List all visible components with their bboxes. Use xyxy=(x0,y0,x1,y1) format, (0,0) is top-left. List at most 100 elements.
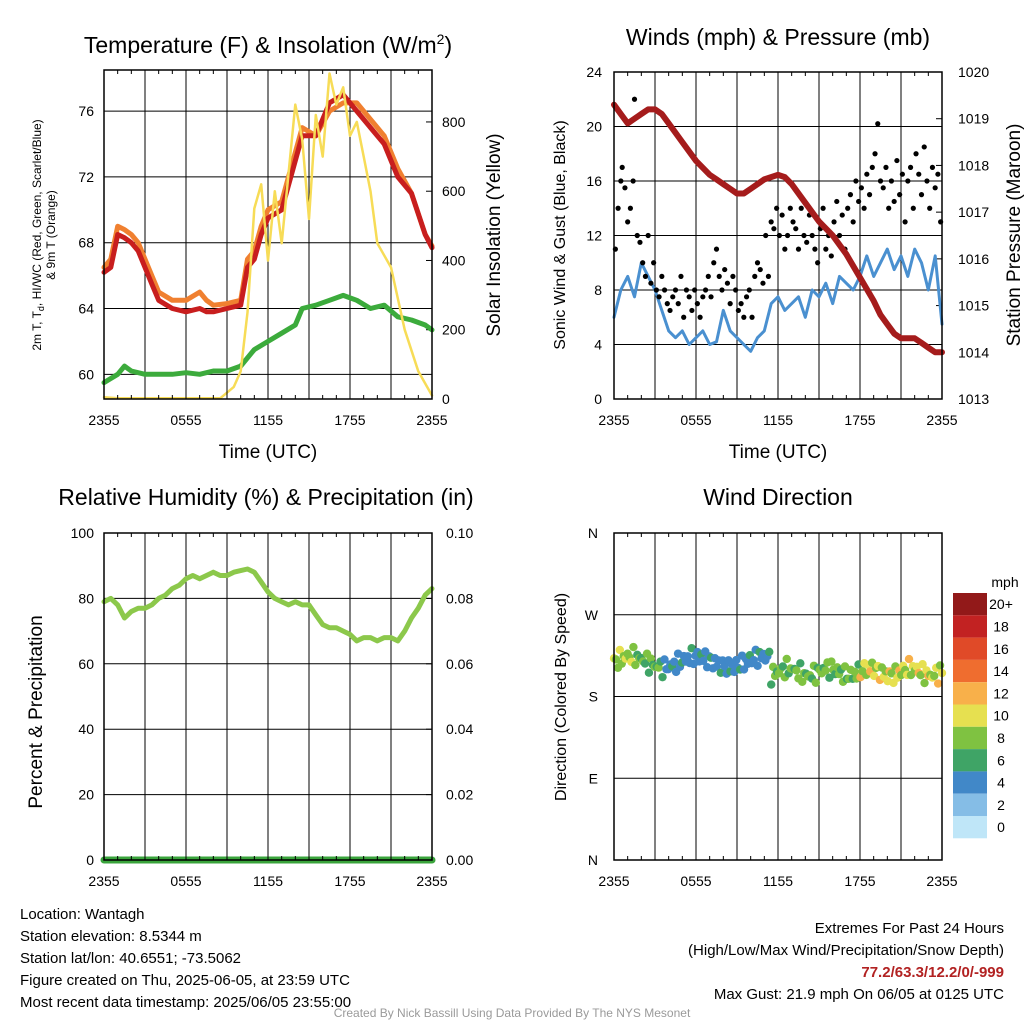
pressure-ytick-label: 1013 xyxy=(958,391,989,407)
direction-point xyxy=(683,652,692,661)
title-close: ) xyxy=(444,32,452,58)
rh-xtick-label: 1155 xyxy=(253,873,283,889)
gust-point xyxy=(804,239,810,245)
gust-point xyxy=(820,205,826,211)
temp-xtick-label: 1755 xyxy=(334,412,365,428)
wind-ytick-label: 4 xyxy=(594,337,602,353)
dir-xtick-label: 0555 xyxy=(680,873,711,889)
direction-point xyxy=(767,680,776,689)
gust-point xyxy=(689,307,695,314)
pressure-ytick-label: 1019 xyxy=(958,111,989,127)
max-gust-text: Max Gust: 21.9 mph On 06/05 at 0125 UTC xyxy=(713,986,1004,1003)
gust-point xyxy=(722,266,728,273)
dir-xtick-label: 1155 xyxy=(763,873,793,889)
wind-xtick-label: 2355 xyxy=(598,412,629,428)
direction-point xyxy=(887,669,896,678)
created-text: Figure created on Thu, 2025-06-05, at 23… xyxy=(20,972,350,989)
gust-point xyxy=(664,301,670,307)
dir-ylabel: Direction (Colored By Speed) xyxy=(553,593,570,801)
insolation-ylabel: Solar Insolation (Yellow) xyxy=(484,133,505,336)
gust-point xyxy=(861,205,867,211)
gust-point xyxy=(733,287,739,293)
extremes-title: Extremes For Past 24 Hours xyxy=(814,920,1004,937)
gust-point xyxy=(795,246,802,252)
rh-xtick-label: 1755 xyxy=(334,873,365,889)
dir-ytick-label: E xyxy=(589,770,598,786)
direction-point xyxy=(629,642,638,652)
station-info: Location: Wantagh Station elevation: 8.5… xyxy=(20,904,351,1014)
gust-point xyxy=(828,253,834,259)
gust-point xyxy=(916,171,922,177)
colorbar-swatch xyxy=(953,749,987,772)
gust-point xyxy=(724,280,731,286)
rh-xtick-label: 2355 xyxy=(88,873,119,889)
wind-ytick-label: 24 xyxy=(586,64,602,80)
gust-point xyxy=(834,198,840,205)
temp-ytick-label: 64 xyxy=(78,301,94,317)
gust-point xyxy=(749,314,755,320)
gust-point xyxy=(713,246,720,252)
gust-point xyxy=(894,157,900,164)
direction-point xyxy=(765,647,774,657)
wind-xtick-label: 1155 xyxy=(763,412,793,428)
colorbar-swatch xyxy=(953,615,987,638)
precip-ytick-label: 0.10 xyxy=(446,525,473,541)
gust-point xyxy=(738,301,744,307)
temp-xtick-label: 0555 xyxy=(170,412,201,428)
rh-ytick-label: 20 xyxy=(78,787,94,803)
gust-point xyxy=(752,273,758,279)
gust-point xyxy=(735,307,741,314)
gust-point xyxy=(935,171,941,177)
gust-point xyxy=(845,205,851,211)
gust-point xyxy=(927,205,933,211)
rh-ytick-label: 80 xyxy=(78,590,94,606)
precip-ytick-label: 0.04 xyxy=(446,721,473,737)
gust-point xyxy=(625,219,631,225)
direction-point xyxy=(920,678,929,688)
direction-point xyxy=(904,654,914,664)
gust-point xyxy=(866,192,873,198)
wind-ytick-label: 0 xyxy=(594,391,602,407)
gust-point xyxy=(856,198,862,205)
colorbar-label: 20+ xyxy=(989,596,1013,612)
ylabel-sub: d xyxy=(36,306,46,311)
gust-point xyxy=(686,294,692,300)
temp-series-line-1 xyxy=(101,92,435,315)
wind-xtick-label: 1755 xyxy=(844,412,875,428)
gust-point xyxy=(672,287,679,293)
dir-ytick-label: N xyxy=(588,525,598,541)
wind-ytick-label: 20 xyxy=(586,119,602,135)
gust-point xyxy=(771,226,777,232)
direction-point xyxy=(615,645,625,655)
gust-point xyxy=(678,273,684,279)
pressure-ytick-label: 1016 xyxy=(958,251,989,267)
direction-point xyxy=(778,662,788,671)
colorbar-label: 14 xyxy=(993,663,1009,679)
gust-point xyxy=(618,178,624,184)
direction-point xyxy=(827,657,836,666)
direction-point xyxy=(792,666,801,675)
temp-ytick-label: 76 xyxy=(78,103,94,119)
gust-point xyxy=(622,185,628,191)
colorbar-swatch xyxy=(953,793,987,816)
extremes-fields: (High/Low/Max Wind/Precipitation/Snow De… xyxy=(688,942,1004,959)
temp-ytick-label: 60 xyxy=(78,366,94,382)
gust-point xyxy=(812,246,818,252)
gust-point xyxy=(886,205,892,211)
direction-point xyxy=(850,667,859,676)
gust-point xyxy=(637,239,643,245)
gust-point xyxy=(897,192,903,198)
rh-xtick-label: 2355 xyxy=(416,873,447,889)
temp-ylabel: 2m T, Td, HI/WC (Red, Green, Scarlet/Blu… xyxy=(30,119,46,350)
gust-point xyxy=(757,266,763,273)
wind-xlabel: Time (UTC) xyxy=(729,442,828,463)
gust-point xyxy=(640,260,646,266)
gust-point xyxy=(836,232,843,239)
direction-point xyxy=(640,659,650,668)
gust-point xyxy=(899,171,905,177)
sustained-wind-line xyxy=(612,247,944,353)
gust-point xyxy=(683,287,690,293)
gust-point xyxy=(648,280,654,286)
gust-point xyxy=(667,307,673,314)
direction-point xyxy=(821,666,830,675)
